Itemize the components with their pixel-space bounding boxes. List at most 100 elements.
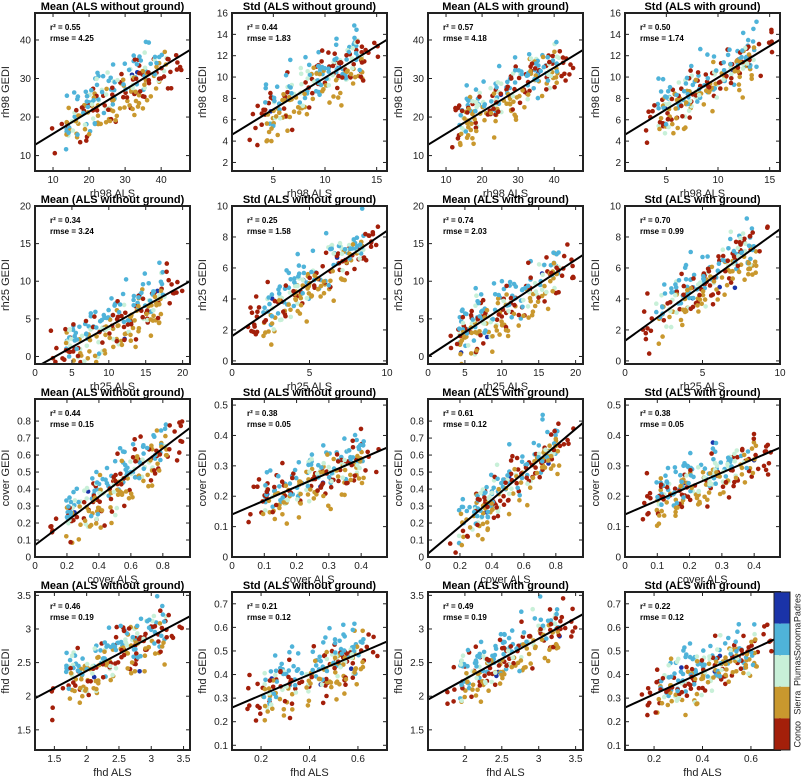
data-point bbox=[50, 705, 55, 710]
data-point bbox=[540, 54, 546, 60]
data-point bbox=[287, 114, 293, 120]
data-point bbox=[497, 637, 503, 643]
x-tick-label: 2 bbox=[84, 754, 90, 765]
data-point bbox=[535, 299, 541, 305]
data-point bbox=[645, 512, 650, 517]
data-point bbox=[660, 676, 666, 681]
data-point bbox=[493, 646, 499, 651]
y-tick-label: 0.3 bbox=[214, 694, 228, 705]
data-point bbox=[354, 27, 359, 33]
data-point bbox=[119, 71, 124, 77]
data-point bbox=[72, 688, 77, 694]
data-point bbox=[660, 334, 665, 339]
data-point bbox=[548, 278, 553, 284]
panel-title: Std (ALS without ground) bbox=[243, 1, 377, 13]
data-point bbox=[483, 328, 488, 333]
data-point bbox=[667, 84, 673, 90]
data-point bbox=[744, 465, 749, 471]
x-tick-label: 10 bbox=[381, 368, 393, 379]
y-tick-label: 10 bbox=[413, 277, 425, 288]
data-point bbox=[552, 621, 558, 627]
data-point bbox=[80, 693, 85, 699]
data-point bbox=[477, 683, 483, 688]
data-point bbox=[272, 298, 278, 304]
data-point bbox=[475, 496, 481, 502]
data-point bbox=[324, 668, 330, 674]
data-point bbox=[678, 317, 684, 323]
data-point bbox=[668, 324, 674, 330]
data-point bbox=[268, 669, 274, 674]
data-point bbox=[305, 286, 310, 291]
data-point bbox=[557, 49, 563, 54]
data-point bbox=[310, 96, 316, 102]
data-point bbox=[333, 42, 339, 48]
data-point bbox=[287, 290, 293, 295]
data-point bbox=[506, 491, 512, 497]
data-point bbox=[750, 39, 756, 44]
regression-line bbox=[625, 228, 780, 342]
data-point bbox=[301, 264, 307, 270]
axes-box bbox=[427, 205, 584, 365]
y-tick-label: 0.1 bbox=[410, 536, 424, 547]
r-squared-label: r² = 0.57 bbox=[443, 23, 474, 32]
data-point bbox=[66, 354, 72, 359]
data-point bbox=[528, 68, 533, 74]
data-point bbox=[451, 699, 456, 704]
data-point bbox=[271, 95, 277, 101]
data-point bbox=[296, 460, 302, 465]
data-point bbox=[713, 481, 718, 487]
r-squared-label: r² = 0.38 bbox=[247, 409, 278, 418]
data-point bbox=[645, 702, 651, 708]
data-point bbox=[96, 97, 101, 102]
data-point bbox=[336, 73, 341, 79]
data-point bbox=[665, 301, 670, 306]
data-point bbox=[546, 72, 551, 78]
data-point bbox=[665, 111, 670, 116]
x-tick-label: 20 bbox=[84, 175, 96, 186]
data-point bbox=[262, 718, 268, 723]
data-point bbox=[521, 297, 526, 303]
data-point bbox=[696, 92, 702, 98]
data-point bbox=[298, 65, 304, 71]
data-point bbox=[662, 291, 668, 296]
data-point bbox=[496, 486, 502, 492]
data-point bbox=[469, 308, 475, 314]
data-point bbox=[167, 423, 172, 428]
y-tick-label: 3.5 bbox=[17, 591, 31, 602]
data-point bbox=[344, 480, 349, 486]
data-point bbox=[145, 472, 150, 478]
data-point bbox=[524, 461, 530, 467]
data-point bbox=[682, 645, 687, 650]
data-point bbox=[151, 308, 156, 313]
data-point bbox=[67, 696, 73, 701]
data-point bbox=[153, 620, 159, 625]
data-point bbox=[146, 281, 151, 286]
panel-title: Std (ALS without ground) bbox=[243, 194, 377, 206]
data-point bbox=[342, 634, 348, 639]
data-point bbox=[470, 317, 476, 322]
data-point bbox=[711, 457, 716, 462]
data-point bbox=[118, 623, 123, 629]
data-point bbox=[136, 475, 142, 481]
data-point bbox=[68, 665, 73, 671]
data-point bbox=[465, 679, 470, 685]
data-point bbox=[462, 116, 467, 121]
data-point bbox=[542, 299, 547, 304]
data-point bbox=[268, 702, 274, 707]
data-point bbox=[338, 665, 343, 670]
data-point bbox=[519, 609, 524, 614]
data-point bbox=[552, 84, 557, 90]
data-point bbox=[737, 74, 742, 80]
data-point bbox=[674, 310, 679, 315]
data-point bbox=[490, 507, 495, 512]
data-point bbox=[682, 265, 688, 271]
data-point bbox=[359, 44, 365, 49]
y-tick-label: 20 bbox=[20, 202, 32, 213]
data-point bbox=[519, 459, 525, 465]
data-point bbox=[556, 290, 561, 295]
data-point bbox=[273, 672, 278, 678]
data-point bbox=[64, 534, 69, 539]
data-point bbox=[499, 646, 505, 651]
data-point bbox=[736, 622, 742, 627]
